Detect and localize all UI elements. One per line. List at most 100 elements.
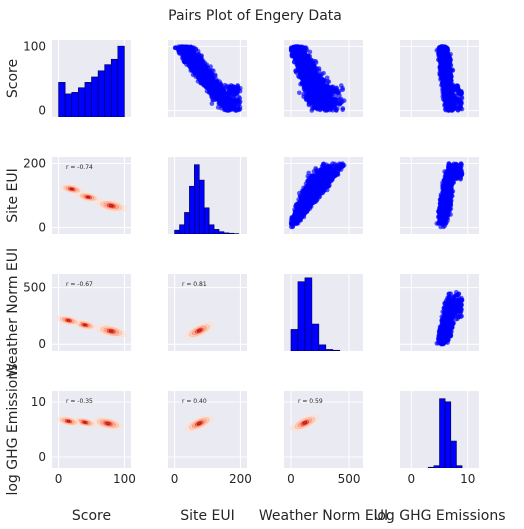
scatter-point [440, 74, 445, 79]
scatter-point [443, 79, 449, 85]
scatter-point [321, 105, 327, 111]
scatter-point [339, 83, 344, 88]
scatter-point [295, 48, 301, 53]
scatter-point [213, 90, 219, 96]
scatter-point [195, 64, 200, 69]
scatter-point [300, 70, 306, 75]
scatter-point [299, 45, 304, 51]
scatter-point [449, 107, 455, 113]
scatter-point [297, 90, 302, 96]
scatter-point [447, 59, 453, 64]
scatter-point [320, 83, 326, 88]
scatter-point [207, 69, 212, 74]
scatter-point [301, 76, 307, 81]
scatter-point [316, 72, 321, 78]
chart-title: Pairs Plot of Engery Data [168, 8, 342, 24]
scatter-point [222, 107, 227, 113]
scatter-point [306, 63, 312, 69]
scatter-point [222, 98, 227, 103]
scatter-point [208, 83, 213, 89]
scatter-point [195, 59, 201, 64]
scatter-point [455, 103, 460, 109]
panel-score-vs-log-ghg-emissions [400, 40, 479, 117]
scatter-point [211, 68, 216, 74]
histogram-bar [117, 45, 125, 117]
histogram-bar [189, 185, 195, 234]
scatter-point [181, 52, 187, 57]
scatter-point [309, 84, 314, 90]
scatter-point [235, 83, 240, 89]
scatter-point [330, 108, 336, 113]
scatter-point [234, 99, 240, 105]
scatter-point [186, 52, 191, 57]
scatter-point [332, 86, 337, 92]
scatter-point [222, 103, 228, 109]
scatter-point [289, 52, 295, 58]
scatter-point [321, 70, 326, 76]
histogram-bar [78, 87, 86, 117]
scatter-point [308, 98, 314, 103]
y-tick-label: 200 [23, 156, 46, 170]
scatter-point [454, 97, 460, 103]
histogram-bar [104, 64, 112, 117]
scatter-point [325, 83, 330, 89]
scatter-point [227, 102, 232, 107]
scatter-point [307, 74, 313, 80]
scatter-point [175, 47, 181, 53]
panel-content [288, 161, 347, 230]
scatter-point [201, 64, 207, 69]
scatter-point [448, 93, 453, 98]
scatter-point [217, 101, 222, 106]
panel-site-eui-vs-weather-norm-eui [284, 157, 363, 234]
scatter-point [321, 78, 327, 84]
scatter-point [210, 80, 215, 86]
histogram-bar [97, 70, 105, 117]
panel-content [58, 45, 125, 117]
scatter-point [209, 91, 215, 97]
panel-content [174, 164, 240, 234]
histogram-bar [184, 212, 190, 234]
histogram-bar [91, 76, 99, 117]
scatter-point [209, 76, 214, 81]
scatter-point [340, 107, 346, 113]
scatter-point [203, 71, 209, 77]
scatter-point [443, 70, 449, 75]
scatter-point [300, 64, 306, 69]
scatter-point [315, 103, 320, 109]
scatter-point [454, 83, 460, 89]
scatter-point [318, 98, 324, 103]
scatter-point [325, 79, 330, 84]
scatter-point [301, 79, 307, 85]
scatter-point [329, 99, 335, 105]
scatter-point [295, 57, 300, 62]
scatter-point [443, 64, 449, 69]
scatter-point [184, 45, 189, 50]
scatter-point [191, 59, 196, 65]
scatter-point [195, 49, 201, 54]
scatter-point [310, 80, 315, 86]
scatter-point [446, 99, 451, 105]
scatter-point [323, 102, 329, 107]
scatter-point [200, 74, 206, 79]
scatter-point [222, 87, 227, 92]
scatter-point [181, 48, 186, 53]
scatter-point [190, 72, 196, 77]
scatter-point [311, 98, 317, 103]
scatter-point [334, 101, 339, 106]
scatter-point [190, 45, 195, 51]
scatter-point [337, 93, 342, 98]
panel-content [288, 44, 347, 113]
panel-content [172, 44, 243, 113]
histogram-bar [223, 232, 230, 234]
scatter-point [186, 57, 191, 62]
panel-score-vs-weather-norm-eui [284, 40, 363, 117]
histogram-bar [218, 231, 225, 234]
scatter-point [209, 101, 215, 106]
scatter-point [234, 89, 240, 94]
scatter-point [325, 91, 331, 96]
scatter-point [325, 87, 330, 93]
scatter-point [312, 64, 317, 69]
scatter-point [441, 84, 447, 90]
